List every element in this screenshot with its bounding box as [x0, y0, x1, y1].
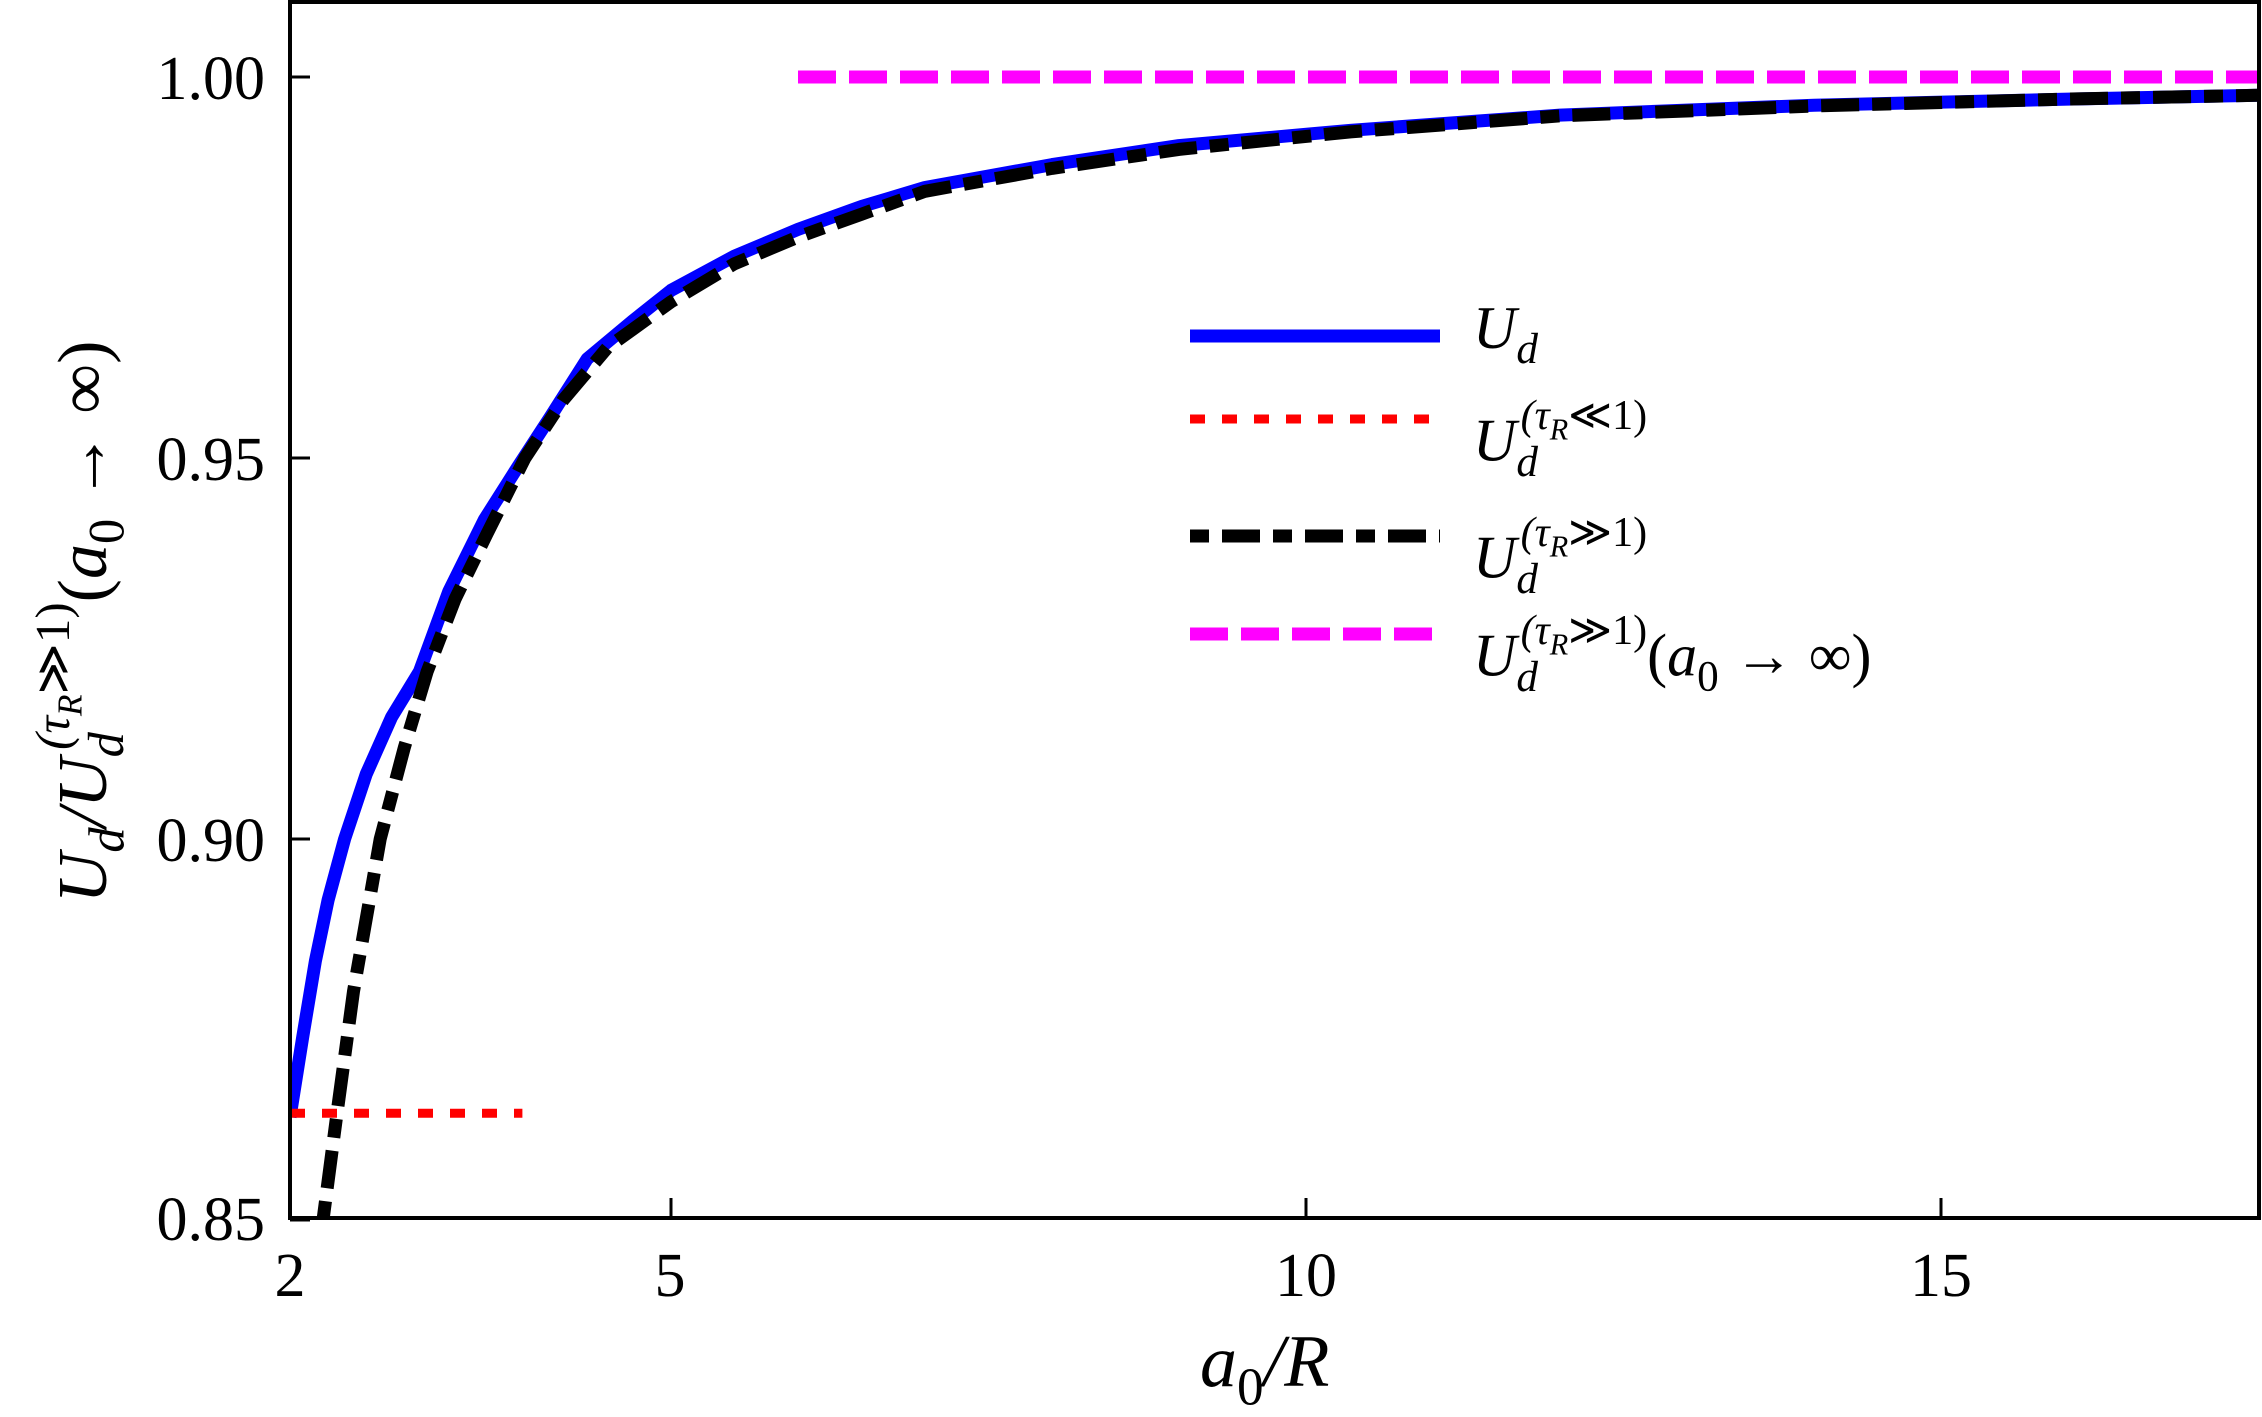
legend-label-ud: Ud [1473, 298, 1538, 371]
y-label-tail: → ∞) [44, 340, 122, 519]
legend-swatches [1190, 329, 1440, 641]
y-label-paren: ( [44, 579, 122, 603]
legend-suffix: → ∞) [1718, 622, 1872, 689]
legend-label-base: U [1473, 407, 1517, 474]
y-tick-label-0.95: 0.95 [156, 426, 266, 494]
legend-label-sup: (τR≫1) [1520, 608, 1648, 660]
y-label-den: U [44, 757, 122, 808]
x-tick-label-2: 2 [274, 1242, 306, 1310]
y-axis-label: Ud/Ud(τR≫1)(a0 → ∞) [25, 287, 135, 957]
legend-sup-tau-sub: R [1549, 529, 1569, 564]
series-line-0 [290, 88, 2259, 1119]
legend-sup-tau: (τ [1520, 510, 1550, 556]
legend-sup-rest: ≪1) [1568, 393, 1648, 439]
y-label-den-sup: (τR≫1) [25, 602, 89, 750]
y-tick-label-1.00: 1.00 [156, 45, 266, 113]
x-label-sub: 0 [1237, 1357, 1264, 1417]
y-label-tau-sub: R [50, 694, 90, 716]
legend-sup-tau-sub: R [1549, 412, 1569, 447]
x-label-rest: /R [1263, 1321, 1330, 1403]
legend-sup-rest: ≫1) [1568, 510, 1648, 556]
y-label-tau-rest: ≫1) [25, 602, 81, 695]
x-tick-label-15: 15 [1910, 1242, 1972, 1310]
legend-label-ud-tau-small: Ud(τR≪1) [1473, 395, 1647, 484]
series-layer [290, 70, 2259, 1218]
legend-label-ud-tau-large-limit: Ud(τR≫1)(a0 → ∞) [1473, 610, 1871, 699]
y-tick-label-0.90: 0.90 [156, 807, 266, 875]
y-label-den-sub: d [78, 732, 135, 758]
x-axis-label: a0/R [1200, 1325, 1329, 1414]
y-label-a: a [44, 544, 122, 579]
legend-suffix-a-sub: 0 [1697, 653, 1719, 701]
legend-label-sub: d [1516, 326, 1538, 374]
x-tick-label-10: 10 [1275, 1242, 1337, 1310]
y-label-num: U [44, 852, 122, 904]
y-label-slash: / [44, 807, 122, 828]
y-label-num-sub: d [78, 827, 135, 853]
legend-sup-tau-sub: R [1549, 627, 1569, 662]
x-label-a: a [1200, 1321, 1237, 1403]
axes-frame [288, 0, 2261, 1220]
series-line-2 [316, 88, 2259, 1218]
tick-marks [288, 75, 1943, 1222]
y-label-a-sub: 0 [78, 518, 135, 544]
legend-label-base: U [1473, 295, 1517, 361]
y-tick-label-0.85: 0.85 [156, 1186, 266, 1254]
legend-sup-tau: (τ [1520, 608, 1550, 654]
legend-suffix-a: a [1667, 622, 1698, 689]
legend-label-ud-tau-large: Ud(τR≫1) [1473, 512, 1647, 601]
y-label-tau: (τ [25, 715, 81, 750]
legend-label-sup: (τR≪1) [1520, 393, 1648, 445]
legend-label-sub: d [1516, 653, 1538, 701]
legend-suffix-paren: ( [1647, 622, 1668, 689]
legend-label-sub: d [1516, 438, 1538, 486]
legend-label-sub: d [1516, 555, 1538, 603]
legend-sup-tau: (τ [1520, 393, 1550, 439]
legend-label-base: U [1473, 622, 1517, 689]
legend-sup-rest: ≫1) [1568, 608, 1648, 654]
legend-label-base: U [1473, 524, 1517, 591]
x-tick-label-5: 5 [654, 1242, 686, 1310]
legend-label-sup: (τR≫1) [1520, 510, 1648, 562]
